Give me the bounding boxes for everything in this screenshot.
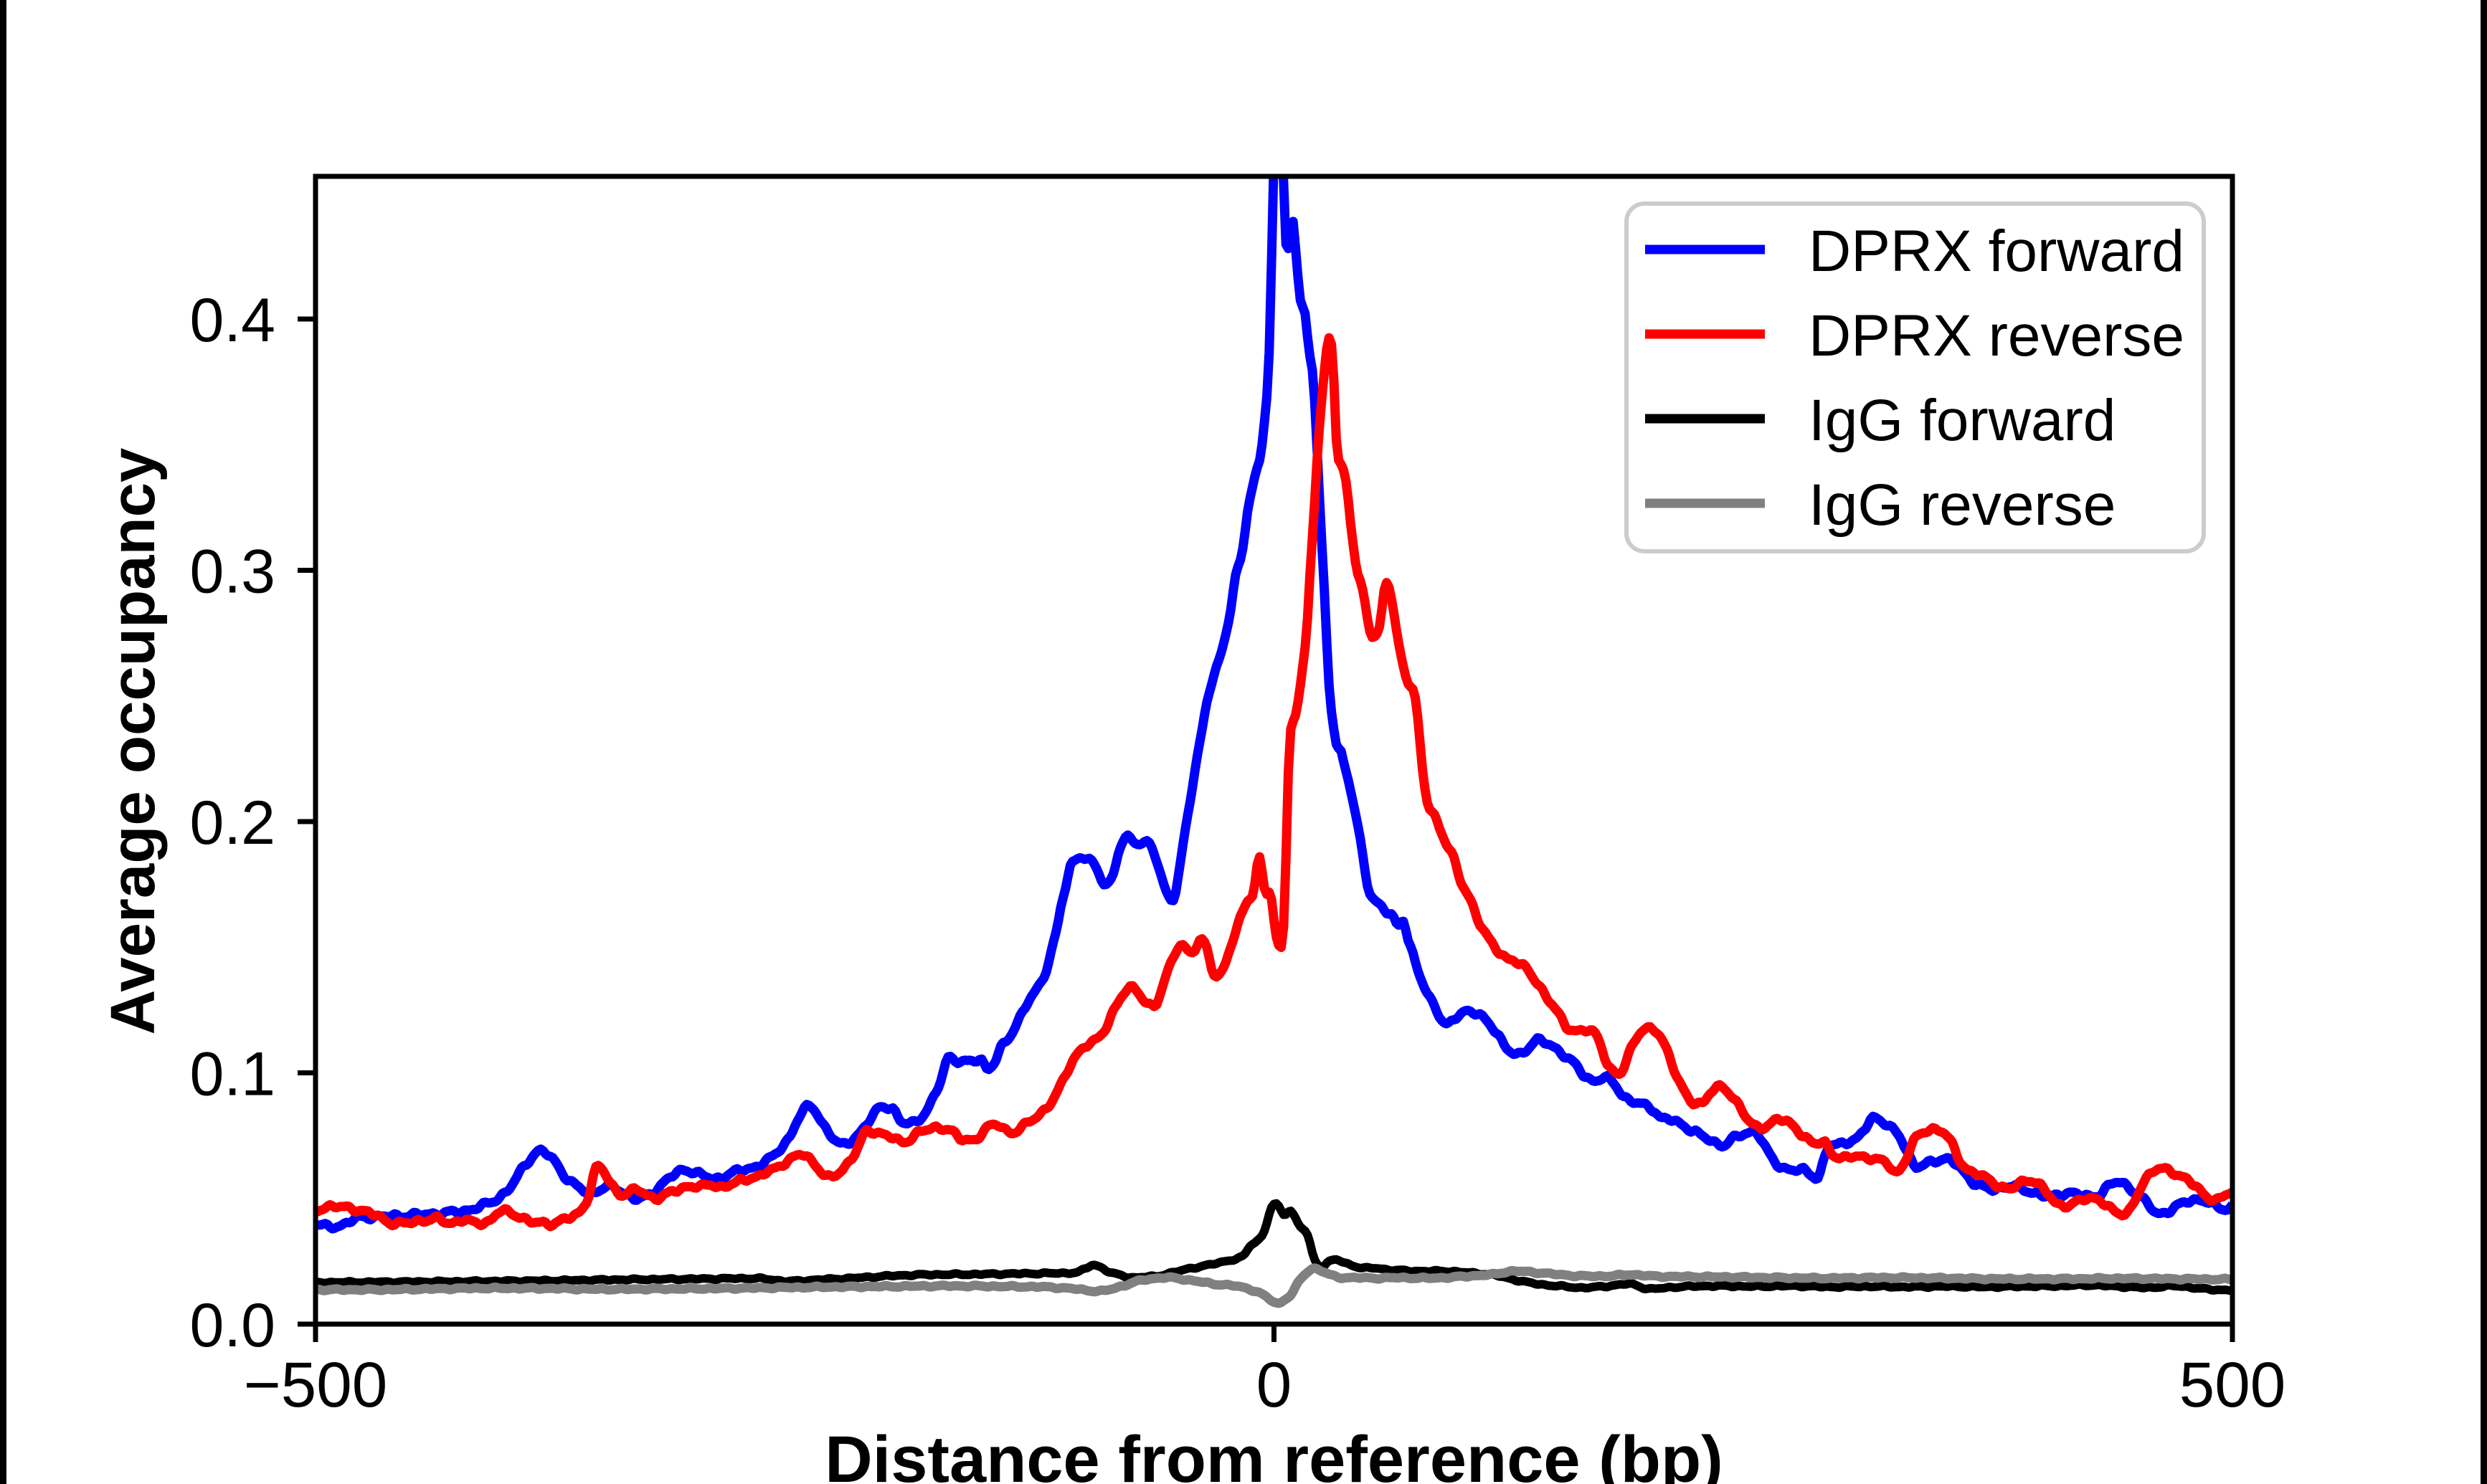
svg-text:500: 500: [2179, 1349, 2286, 1420]
svg-text:0.0: 0.0: [189, 1291, 275, 1360]
svg-text:Average occupancy: Average occupancy: [98, 448, 168, 1035]
svg-text:IgG reverse: IgG reverse: [1809, 472, 2116, 538]
svg-text:IgG forward: IgG forward: [1809, 388, 2116, 453]
svg-text:−500: −500: [244, 1349, 387, 1420]
svg-text:0.2: 0.2: [189, 789, 275, 857]
svg-text:0: 0: [1256, 1349, 1292, 1420]
svg-text:0.1: 0.1: [189, 1040, 275, 1109]
svg-text:0.3: 0.3: [189, 538, 275, 607]
svg-text:0.4: 0.4: [189, 286, 275, 355]
svg-text:DPRX forward: DPRX forward: [1809, 219, 2184, 284]
svg-text:Distance from reference (bp): Distance from reference (bp): [825, 1423, 1723, 1484]
svg-text:DPRX reverse: DPRX reverse: [1809, 303, 2184, 368]
